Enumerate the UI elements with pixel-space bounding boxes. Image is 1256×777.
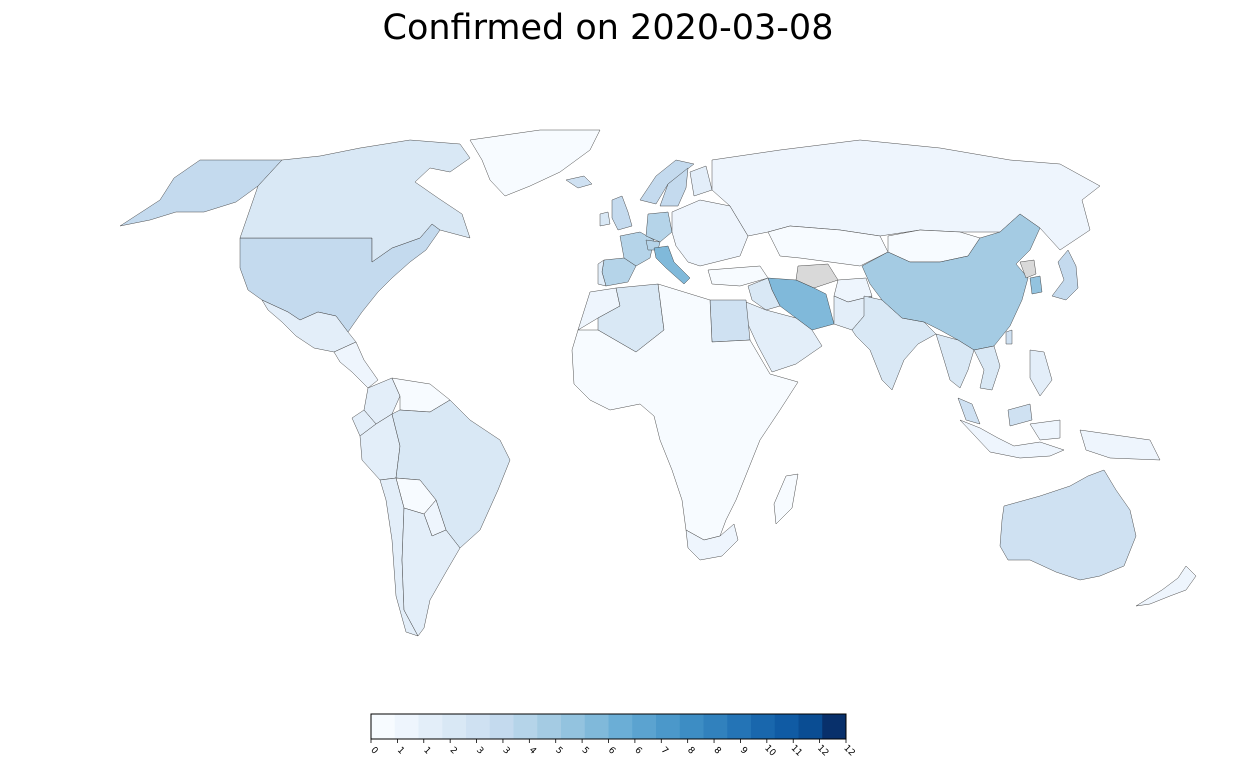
colorbar-swatch	[798, 714, 823, 739]
map-title: Confirmed on 2020-03-08	[382, 8, 834, 48]
country-ireland	[599, 211, 611, 227]
country-eastern-europe	[671, 199, 749, 267]
colorbar-tick-label: 8	[685, 745, 696, 756]
colorbar-swatch	[489, 714, 514, 739]
colorbar-swatch	[703, 714, 728, 739]
country-australia	[999, 469, 1137, 581]
country-philippines	[1029, 349, 1053, 397]
country-united-kingdom	[611, 195, 633, 231]
country-italy	[653, 245, 691, 285]
colorbar-swatch	[418, 714, 443, 739]
country-argentina	[401, 507, 461, 637]
colorbar-tick-label: 1	[421, 745, 432, 756]
country-alaska	[119, 159, 283, 227]
colorbar-tick-label: 7	[659, 745, 670, 756]
country-saudi-arabia	[745, 301, 823, 373]
colorbar-swatch	[656, 714, 681, 739]
colorbar-tick-label: 6	[632, 745, 643, 756]
country-central-america	[333, 341, 379, 389]
country-germany	[645, 211, 673, 243]
colorbar-swatches	[371, 714, 847, 739]
colorbar-swatch	[608, 714, 633, 739]
country-portugal	[597, 259, 607, 287]
country-north-korea	[1019, 259, 1037, 279]
colorbar-tick-label: 12	[841, 743, 856, 758]
colorbar-tick-label: 5	[553, 745, 564, 756]
colorbar-swatch	[632, 714, 657, 739]
country-taiwan	[1005, 329, 1013, 345]
colorbar-tick-label: 10	[762, 743, 777, 758]
colorbar-swatch	[584, 714, 609, 739]
colorbar-swatch	[442, 714, 467, 739]
country-china	[861, 213, 1041, 351]
country-southeast-asia	[935, 333, 975, 389]
colorbar-tick-label: 3	[500, 745, 511, 756]
country-indonesia	[959, 419, 1161, 461]
world-map	[119, 129, 1197, 637]
colorbar-tick-label: 11	[789, 743, 804, 758]
colorbar-tick-label: 9	[738, 745, 749, 756]
country-africa	[571, 283, 799, 541]
country-canada	[239, 139, 471, 263]
colorbar-tick-label: 1	[395, 745, 406, 756]
country-madagascar	[773, 473, 799, 525]
colorbar-swatch	[774, 714, 799, 739]
country-brazil	[391, 399, 511, 549]
country-norway	[639, 159, 695, 205]
colorbar-tick-label: 5	[580, 745, 591, 756]
colorbar-ticks: 0 1 1 2 3 3 4 5 5 6 6 7 8 8 9 10 11 12 12	[368, 739, 857, 759]
colorbar-swatch	[822, 714, 847, 739]
colorbar-swatch	[751, 714, 776, 739]
country-kazakhstan	[767, 225, 889, 267]
colorbar-tick-label: 6	[606, 745, 617, 756]
colorbar-tick-label: 3	[474, 745, 485, 756]
country-malaysia	[957, 397, 1033, 427]
country-turkey	[707, 265, 769, 287]
colorbar-tick-label: 8	[711, 745, 722, 756]
colorbar-swatch	[561, 714, 586, 739]
colorbar-swatch	[466, 714, 491, 739]
country-iceland	[565, 175, 593, 189]
colorbar-swatch	[371, 714, 396, 739]
country-iraq	[747, 277, 781, 311]
colorbar-tick-label: 4	[527, 745, 538, 756]
country-sweden	[659, 167, 689, 207]
colorbar-swatch	[679, 714, 704, 739]
colorbar-swatch	[513, 714, 538, 739]
country-turkmenistan	[795, 263, 839, 289]
country-vietnam	[973, 345, 1001, 391]
country-south-korea	[1029, 275, 1043, 295]
colorbar-tick-label: 12	[815, 743, 830, 758]
country-new-zealand	[1135, 565, 1197, 607]
colorbar-swatch	[537, 714, 562, 739]
country-japan	[1051, 249, 1079, 301]
colorbar-tick-label: 2	[448, 745, 459, 756]
colorbar-swatch	[727, 714, 752, 739]
colorbar-tick-label: 0	[368, 745, 379, 756]
colorbar-swatch	[394, 714, 419, 739]
country-greenland	[469, 129, 601, 197]
country-south-africa	[685, 523, 739, 561]
